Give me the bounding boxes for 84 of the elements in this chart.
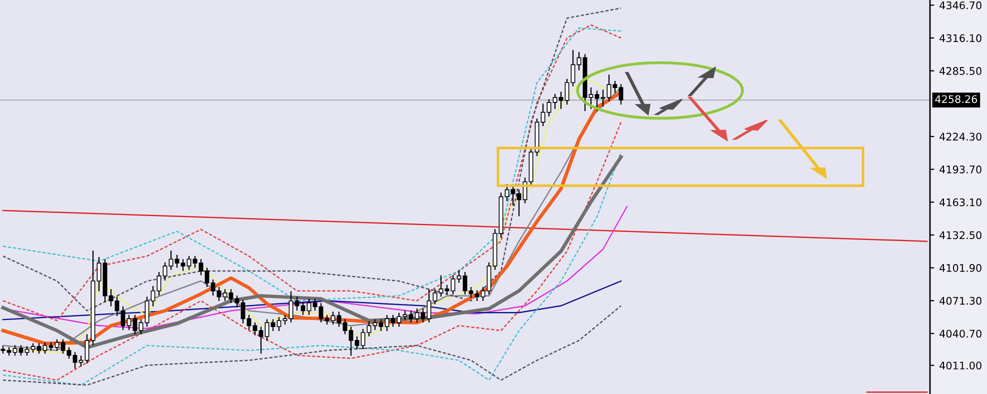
candlestick (12, 344, 18, 356)
y-tick-label: 4040.70 (940, 330, 982, 338)
candlestick (264, 318, 270, 342)
candlestick (210, 278, 216, 296)
line-series (2, 305, 622, 386)
candlestick (180, 258, 186, 272)
candlestick (138, 318, 144, 335)
candlestick (222, 288, 228, 302)
candlestick (606, 74, 612, 102)
candlestick (276, 316, 282, 332)
candlestick (594, 90, 600, 112)
candlestick (84, 334, 90, 364)
y-tick-label: 4316.10 (940, 34, 982, 42)
candlestick (54, 338, 60, 352)
candlestick (570, 49, 576, 87)
candlestick (348, 326, 354, 356)
candlestick (18, 344, 24, 356)
candlestick (78, 355, 84, 367)
candlestick (372, 318, 378, 330)
candlestick (168, 250, 174, 270)
candlestick (546, 98, 552, 117)
candlestick (480, 286, 486, 302)
candlestick (150, 285, 156, 307)
candlestick (114, 296, 120, 317)
y-tick-label: 4011.00 (940, 362, 982, 370)
candlestick (450, 274, 456, 296)
candlestick (258, 326, 264, 354)
candlestick (252, 322, 258, 336)
candlestick (612, 80, 618, 94)
candlestick (618, 84, 624, 106)
candlestick (36, 342, 42, 354)
candlestick (144, 296, 150, 328)
candlestick (426, 288, 432, 323)
candlestick (354, 336, 360, 350)
candlestick (132, 314, 138, 335)
candlestick (588, 86, 594, 110)
candlestick (366, 320, 372, 337)
y-tick-label: 4163.10 (940, 198, 982, 206)
candlestick (318, 302, 324, 323)
candlestick (216, 286, 222, 302)
candlestick (432, 288, 438, 305)
y-tick-label: 4285.50 (940, 67, 982, 75)
line-series (2, 280, 622, 320)
candlestick (72, 352, 78, 370)
candlestick (108, 288, 114, 307)
candlestick (30, 342, 36, 354)
candlestick (162, 262, 168, 282)
candlestick (174, 254, 180, 268)
candlestick (156, 271, 162, 296)
candlestick (444, 284, 450, 296)
candlestick (342, 318, 348, 335)
candlestick (474, 290, 480, 302)
candlestick (360, 328, 366, 350)
candlestick (240, 299, 246, 324)
candlestick (204, 267, 210, 288)
y-tick-label: 4193.70 (940, 166, 982, 174)
y-tick-label: 4071.30 (940, 296, 982, 305)
candlestick (96, 256, 102, 292)
candlestick (192, 255, 198, 268)
y-tick-label: 4101.90 (940, 264, 982, 272)
candlestick (42, 342, 48, 354)
candlestick (198, 258, 204, 276)
y-tick-label: 4346.70 (940, 1, 982, 10)
candlestick (552, 93, 558, 110)
candlestick (468, 286, 474, 298)
candlestick (600, 89, 606, 108)
candlestick (564, 78, 570, 106)
candlestick (396, 312, 402, 328)
candlestick (60, 338, 66, 354)
candlestick (270, 318, 276, 332)
candlestick (462, 271, 468, 296)
y-tick-label: 4132.50 (940, 231, 982, 240)
candlestick (378, 318, 384, 332)
ref-line-label: 4258.26 (935, 95, 978, 104)
candlestick (120, 306, 126, 330)
candlestick (186, 255, 192, 270)
candlestick (456, 269, 462, 284)
y-tick-label: 4224.30 (940, 132, 982, 141)
candlestick (540, 102, 546, 127)
candlestick (438, 274, 444, 298)
candlestick (558, 91, 564, 110)
candlestick (24, 346, 30, 356)
candlestick (288, 290, 294, 323)
candlestick (66, 346, 72, 360)
